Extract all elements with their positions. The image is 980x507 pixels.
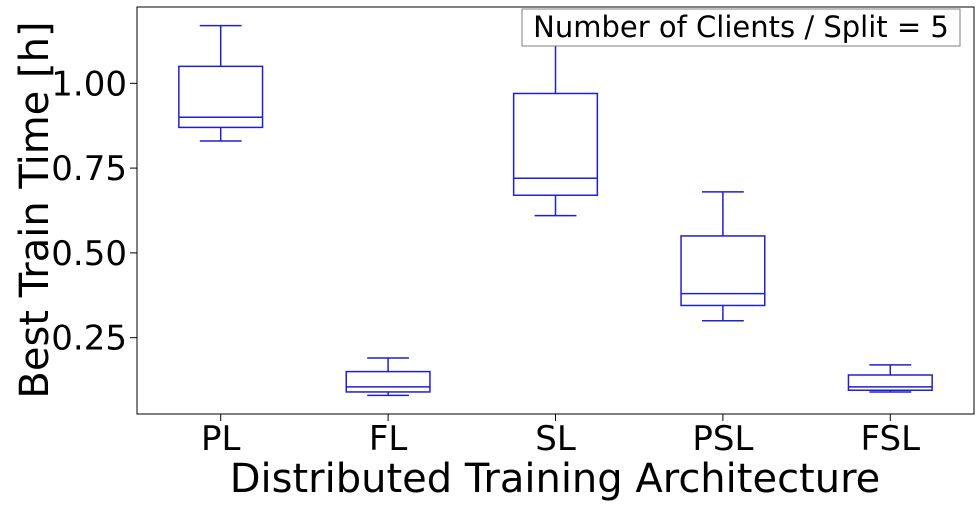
y-tick-label: 1.00 — [51, 64, 127, 104]
box-fsl — [847, 364, 933, 393]
annotation-box: Number of Clients / Split = 5 — [521, 8, 961, 47]
box-iqr — [178, 65, 264, 129]
x-tick-label: SL — [535, 419, 576, 459]
y-tick-label: 0.50 — [51, 234, 127, 274]
box-psl — [680, 191, 766, 322]
annotation-frame — [521, 8, 961, 47]
y-axis-title: Best Train Time [h] — [12, 21, 58, 398]
x-tick-label: FL — [369, 419, 408, 459]
x-axis-title: Distributed Training Architecture — [230, 456, 881, 502]
box-fl — [345, 357, 431, 397]
x-tick-label: PSL — [692, 419, 753, 459]
annotation-text: Number of Clients / Split = 5 — [533, 10, 949, 44]
box-pl — [178, 24, 264, 142]
box-series — [178, 24, 933, 397]
x-tick-label: FSL — [861, 419, 921, 459]
box-iqr — [345, 370, 431, 393]
box-iqr — [847, 374, 933, 392]
y-tick-label: 0.75 — [51, 149, 127, 189]
y-axis: 0.25 0.50 0.75 1.00 — [51, 64, 137, 359]
x-tick-label: PL — [201, 419, 241, 459]
y-tick-label: 0.25 — [51, 319, 127, 359]
box-iqr — [512, 92, 599, 196]
x-axis: PL FL SL PSL FSL — [201, 414, 920, 459]
box-iqr — [680, 235, 766, 307]
